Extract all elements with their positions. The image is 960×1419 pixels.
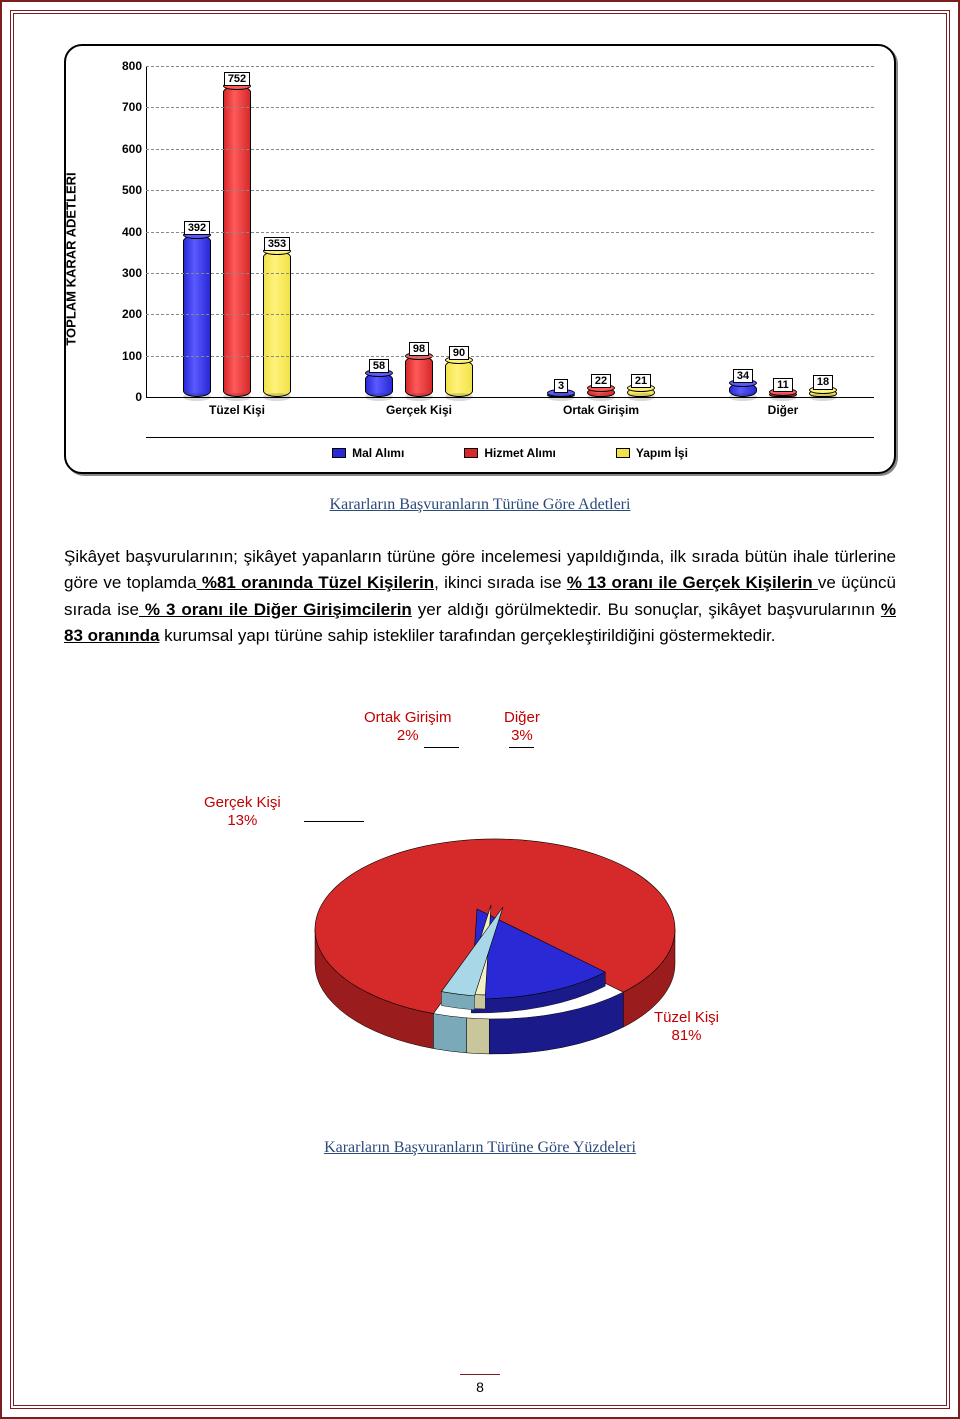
gridline [146,356,874,357]
x-category-label: Gerçek Kişi [328,403,510,417]
x-category-label: Tüzel Kişi [146,403,328,417]
bar-value-label: 98 [409,342,429,356]
bar-value-label: 34 [733,369,753,383]
bar: 18 [805,375,841,397]
gridline [146,232,874,233]
y-tick-label: 200 [116,307,142,321]
bar: 90 [441,346,477,397]
y-axis-label: TOPLAM KARAR ADETLERİ [64,172,79,345]
y-tick-label: 500 [116,183,142,197]
y-tick-label: 600 [116,142,142,156]
pie-slice-label: Ortak Girişim2% [364,709,452,745]
pie-slice-label: Diğer3% [504,709,540,745]
legend-item: Mal Alımı [332,446,404,460]
bar-cylinder [729,383,757,397]
gridline [146,190,874,191]
bar-cylinder [587,388,615,397]
legend-item: Hizmet Alımı [464,446,556,460]
legend-label: Hizmet Alımı [484,446,556,460]
legend-swatch [332,448,346,458]
bar-value-label: 11 [773,378,793,392]
bar-value-label: 353 [264,237,290,251]
bar-value-label: 58 [369,359,389,373]
page-inner-border: TOPLAM KARAR ADETLERİ 392 752 353 Tüzel Kiş… [10,10,950,1409]
bar: 58 [361,359,397,397]
gridline [146,273,874,274]
bar-value-label: 22 [591,374,611,388]
bar-cylinder [365,373,393,397]
x-category-label: Diğer [692,403,874,417]
bar-cylinder [809,390,837,397]
para-bold2: % 13 oranı ile Gerçek Kişilerin [567,573,818,592]
bar-cylinder [445,360,473,397]
para-text: , ikinci sırada ise [434,573,567,592]
x-axis-line [146,397,874,398]
bar-value-label: 18 [813,375,833,389]
bar-chart-caption: Kararların Başvuranların Türüne Göre Ade… [64,496,896,514]
y-tick-label: 400 [116,225,142,239]
legend-swatch [616,448,630,458]
bar-cylinder [223,86,251,397]
bar: 353 [259,237,295,397]
y-tick-label: 100 [116,349,142,363]
bar: 34 [725,369,761,397]
bar-value-label: 21 [631,374,651,388]
y-tick-label: 300 [116,266,142,280]
bar: 752 [219,72,255,397]
pie-leader-line [509,747,534,748]
pie-slice-label: Tüzel Kişi81% [654,1009,719,1045]
legend-label: Mal Alımı [352,446,404,460]
para-bold3: % 3 oranı ile Diğer Girişimcilerin [139,600,412,619]
y-tick-label: 800 [116,59,142,73]
bar: 22 [583,374,619,397]
bar-value-label: 752 [224,72,250,86]
legend-swatch [464,448,478,458]
pie-chart-caption: Kararların Başvuranların Türüne Göre Yüz… [64,1139,896,1157]
bar-value-label: 90 [449,346,469,360]
pie-chart-panel: Ortak Girişim2% Diğer3% Gerçek Kişi13% Tüze… [64,709,896,1129]
y-tick-label: 700 [116,100,142,114]
para-bold1: %81 oranında Tüzel Kişilerin [197,573,435,592]
bar-cylinder [405,356,433,397]
bar: 3 [543,379,579,397]
x-category-label: Ortak Girişim [510,403,692,417]
analysis-paragraph: Şikâyet başvurularının; şikâyet yapanlar… [64,544,896,649]
bar: 21 [623,374,659,397]
legend-label: Yapım İşi [636,446,688,460]
pie-leader-line [424,747,459,748]
pie-leader-line [304,821,364,822]
bar-chart-legend: Mal Alımı Hizmet Alımı Yapım İşi [146,437,874,460]
y-tick-label: 0 [116,390,142,404]
bar: 98 [401,342,437,397]
bar-chart-panel: TOPLAM KARAR ADETLERİ 392 752 353 Tüzel Kiş… [64,44,896,474]
para-text: kurumsal yapı türüne sahip istekliler ta… [159,626,775,645]
page-number: 8 [460,1374,500,1395]
bar-value-label: 392 [184,221,210,235]
bar: 392 [179,221,215,397]
bar: 11 [765,378,801,397]
gridline [146,149,874,150]
gridline [146,314,874,315]
gridline [146,66,874,67]
page-outer-border: TOPLAM KARAR ADETLERİ 392 752 353 Tüzel Kiş… [0,0,960,1419]
bar-cylinder [183,235,211,397]
bar-cylinder [627,388,655,397]
para-text: yer aldığı görülmektedir. Bu sonuçlar, ş… [412,600,881,619]
legend-item: Yapım İşi [616,446,688,460]
gridline [146,107,874,108]
bar-value-label: 3 [554,379,568,393]
pie-chart-labels: Ortak Girişim2% Diğer3% Gerçek Kişi13% Tüze… [64,709,896,1129]
pie-slice-label: Gerçek Kişi13% [204,794,281,830]
